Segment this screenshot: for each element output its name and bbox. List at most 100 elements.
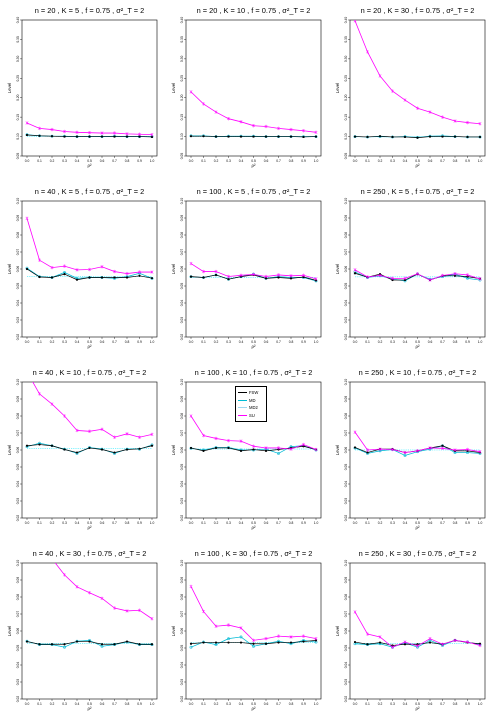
x-tick-label: 0.4 <box>403 521 408 525</box>
x-tick-label: 0.3 <box>226 159 231 163</box>
data-point-fsw <box>289 135 293 138</box>
x-tick-label: 0.8 <box>125 702 130 706</box>
data-point-su <box>366 448 369 452</box>
x-tick-label: 0.9 <box>465 340 470 344</box>
y-axis-label: Level <box>7 445 12 456</box>
x-tick-label: 0.1 <box>201 521 206 525</box>
y-tick-label: 0.07 <box>16 430 20 437</box>
y-tick-label: 0.09 <box>16 215 20 222</box>
x-axis-label: ρ² <box>88 344 92 349</box>
x-tick-label: 0.3 <box>62 340 67 344</box>
data-point-su <box>302 442 305 447</box>
x-tick-label: 0.0 <box>353 702 358 706</box>
data-point-su <box>25 121 29 125</box>
data-point-md <box>227 637 230 641</box>
series-su <box>353 610 482 649</box>
y-tick-label: 0.20 <box>16 94 20 101</box>
data-point-fsw <box>366 135 369 139</box>
data-point-fsw <box>466 275 469 278</box>
x-tick-label: 0.6 <box>100 159 105 163</box>
data-point-su <box>214 110 218 114</box>
x-tick-label: 0.8 <box>453 702 458 706</box>
data-point-su <box>113 606 116 610</box>
data-point-fsw <box>50 444 54 447</box>
panel-title: n = 100 , K = 30 , f = 0.75 , σ²_T = 2 <box>195 549 313 558</box>
data-point-fsw <box>113 135 116 138</box>
x-tick-label: 0.1 <box>365 340 370 344</box>
y-tick-label: 0.10 <box>180 560 184 567</box>
x-tick-label: 0.3 <box>62 702 67 706</box>
data-point-su <box>227 438 230 443</box>
panel-2: n = 20 , K = 10 , f = 0.75 , σ²_T = 2 0.0… <box>171 6 322 168</box>
y-tick-label: 0.25 <box>344 75 348 82</box>
data-point-su <box>466 447 469 452</box>
y-tick-label: 0.06 <box>16 628 20 635</box>
data-point-fsw <box>403 278 407 282</box>
y-tick-label: 0.05 <box>16 645 20 652</box>
data-point-su <box>38 126 41 131</box>
data-point-fsw <box>252 642 255 645</box>
data-point-su <box>416 449 419 453</box>
data-point-su <box>416 106 419 110</box>
data-point-fsw <box>214 641 218 644</box>
y-tick-label: 0.10 <box>344 198 348 205</box>
data-point-su <box>100 265 104 269</box>
y-tick-label: 0.10 <box>180 198 184 205</box>
data-point-fsw <box>38 275 41 279</box>
y-tick-label: 0.06 <box>344 266 348 273</box>
y-tick-label: 0.06 <box>16 266 20 273</box>
y-tick-label: 0.09 <box>16 396 20 403</box>
data-point-su <box>227 117 230 121</box>
series-line-su <box>190 586 317 641</box>
plot-frame <box>21 381 158 519</box>
y-tick-label: 0.07 <box>16 611 20 618</box>
x-tick-label: 0.6 <box>100 340 105 344</box>
x-tick-label: 0.2 <box>378 159 383 163</box>
data-point-fsw <box>50 276 54 279</box>
data-point-fsw <box>150 444 154 447</box>
x-tick-label: 0.3 <box>390 340 395 344</box>
data-point-su <box>466 640 469 644</box>
data-point-fsw <box>100 135 104 138</box>
x-tick-label: 0.0 <box>353 159 358 163</box>
x-tick-label: 0.3 <box>390 702 395 706</box>
data-point-fsw <box>302 275 305 279</box>
data-point-fsw <box>63 135 66 138</box>
data-point-su <box>63 573 66 577</box>
x-tick-label: 1.0 <box>150 702 155 706</box>
x-tick-label: 0.5 <box>251 159 256 163</box>
y-tick-label: 0.09 <box>344 577 348 584</box>
data-point-su <box>214 269 218 274</box>
y-tick-label: 0.10 <box>344 560 348 567</box>
y-tick-label: 0.10 <box>16 133 20 140</box>
y-axis-label: Level <box>7 264 12 275</box>
data-point-su <box>289 274 293 278</box>
y-tick-label: 0.03 <box>344 498 348 505</box>
data-point-su <box>25 216 29 221</box>
y-tick-label: 0.05 <box>344 464 348 471</box>
data-point-su <box>264 124 268 129</box>
data-point-fsw <box>239 449 243 452</box>
data-point-fsw <box>150 643 154 646</box>
x-tick-label: 0.9 <box>301 159 306 163</box>
y-tick-label: 0.15 <box>344 114 348 121</box>
data-point-su <box>100 131 104 135</box>
plot-frame <box>185 562 322 700</box>
data-point-fsw <box>302 445 305 448</box>
data-point-fsw <box>302 640 305 643</box>
y-axis-label: Level <box>335 626 340 637</box>
data-point-su <box>277 273 280 277</box>
data-point-su <box>88 591 91 595</box>
y-tick-label: 0.07 <box>180 430 184 437</box>
data-point-su <box>441 642 444 646</box>
data-point-fsw <box>63 643 66 646</box>
x-tick-label: 0.8 <box>125 521 130 525</box>
data-point-fsw <box>189 446 193 450</box>
data-point-fsw <box>353 640 357 644</box>
panel-1: n = 20 , K = 5 , f = 0.75 , σ²_T = 2 0.05… <box>7 6 158 168</box>
x-tick-label: 0.3 <box>390 521 395 525</box>
y-tick-label: 0.02 <box>16 515 20 522</box>
x-tick-label: 0.1 <box>37 159 42 163</box>
data-point-su <box>189 90 193 94</box>
x-tick-label: 0.0 <box>25 702 30 706</box>
